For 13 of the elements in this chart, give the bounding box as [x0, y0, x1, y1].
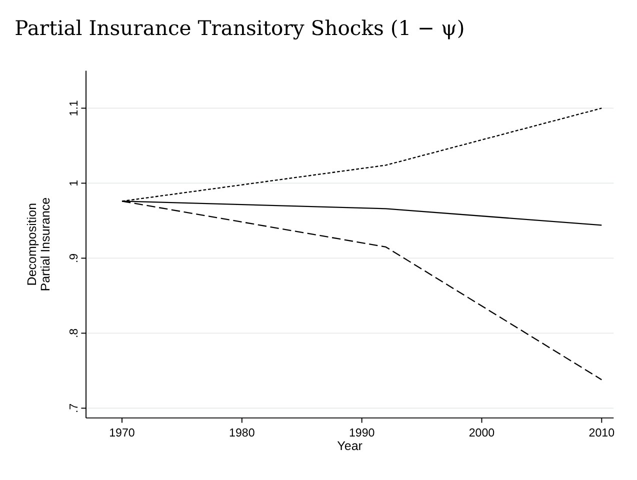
x-tick-label: 1980 — [229, 427, 255, 440]
x-tick-label: 2010 — [588, 427, 615, 440]
y-tick-label: 1 — [68, 180, 80, 186]
chart-title: Partial Insurance Transitory Shocks (1 − ψ) — [14, 16, 465, 40]
y-tick-label: .9 — [68, 253, 80, 264]
y-axis-title: Decomposition Partial Insurance — [24, 197, 52, 292]
y-tick-label: .7 — [68, 403, 80, 414]
y-tick-label: 1.1 — [68, 100, 80, 116]
x-tick-label: 2000 — [468, 427, 495, 440]
x-tick-label: 1990 — [348, 427, 375, 440]
x-tick-label: 1970 — [109, 427, 135, 440]
y-tick-label: .8 — [68, 328, 80, 338]
x-axis-title: Year — [337, 438, 362, 453]
